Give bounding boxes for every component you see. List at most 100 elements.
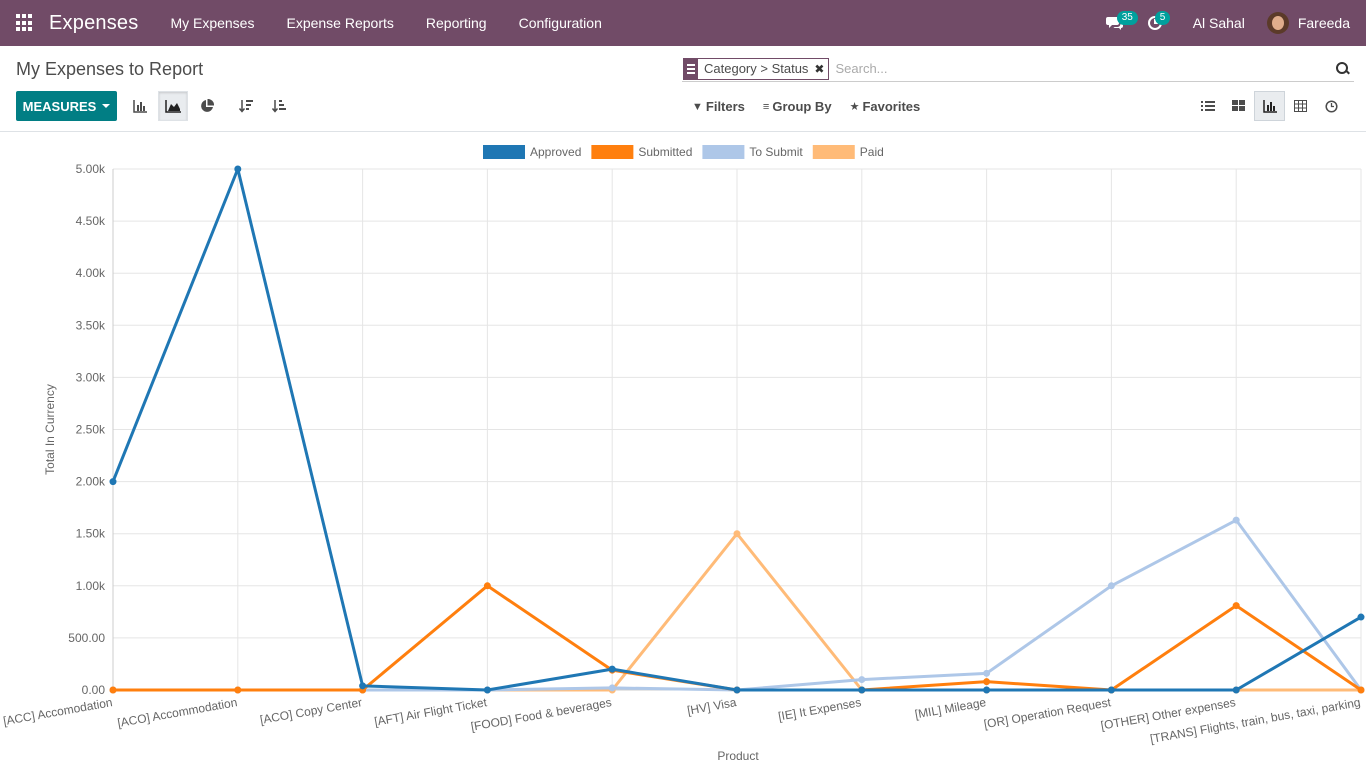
line-chart: 0.00 500.00 1.00k 1.50k 2.00k 2.50k 3.00k 3.50k… [2,145,1365,763]
data-point [983,678,991,686]
x-tick-label: [TRANS] Flights, train, bus, taxi, parki… [1149,695,1362,746]
activity-view-button[interactable] [1316,91,1347,121]
activities-button[interactable]: 5 [1135,0,1175,46]
x-tick-label: [OR] Operation Request [983,695,1113,731]
filter-icon: ▼ [692,100,703,113]
search-options: ▼ Filters ≡ Group By ★ Favorites [692,99,938,114]
data-point [983,686,991,694]
legend-swatch [483,145,525,159]
graph-view-button[interactable] [1254,91,1285,121]
y-tick-label: 1.00k [76,579,106,593]
y-tick-label: 3.50k [76,318,106,332]
facet-remove-icon[interactable]: ✖ [814,61,825,76]
menu-item-my-expenses[interactable]: My Expenses [170,15,255,31]
favorites-dropdown[interactable]: ★ Favorites [850,99,921,114]
data-point [733,686,741,694]
page-title: My Expenses to Report [16,59,204,79]
data-point [234,165,242,173]
bar-chart-icon [1262,99,1277,113]
list-icon [1200,101,1215,111]
bar-chart-button[interactable] [125,91,155,121]
group-by-label: Group By [772,99,832,114]
caret-down-icon [102,104,111,108]
data-point [109,686,117,694]
table-icon [1294,100,1307,112]
group-by-dropdown[interactable]: ≡ Group By [763,99,832,114]
x-tick-label: [ACC] Accomodation [2,695,113,728]
legend-swatch [591,145,634,159]
star-icon: ★ [849,101,860,113]
data-point [483,582,491,590]
search-input[interactable] [835,61,1316,76]
search-icon[interactable] [1336,61,1350,76]
apps-menu-icon[interactable] [16,14,34,32]
app-title[interactable]: Expenses [49,11,139,34]
data-point [1107,686,1115,694]
data-point [1357,686,1365,694]
filters-label: Filters [705,99,745,114]
y-tick-label: 4.00k [76,266,106,280]
legend-label: Approved [530,145,581,159]
avatar [1266,12,1289,34]
data-point [1357,613,1365,621]
y-tick-label: 1.50k [76,527,106,541]
sort-descending-icon [239,100,253,113]
line-chart-button[interactable] [158,91,188,121]
measures-button[interactable]: MEASURES [16,91,117,121]
kanban-icon [1232,100,1245,111]
filters-dropdown[interactable]: ▼ Filters [692,99,745,114]
clock-icon [1325,99,1338,113]
data-point [359,682,367,690]
data-point [234,686,242,694]
view-switcher [1192,91,1347,121]
pivot-view-button[interactable] [1285,91,1316,121]
top-navbar: Expenses My Expenses Expense Reports Rep… [0,0,1366,46]
data-point [733,530,741,538]
data-point [483,686,491,694]
company-switcher[interactable]: Al Sahal [1192,15,1245,31]
list-view-button[interactable] [1192,91,1223,121]
bar-chart-icon [133,99,147,113]
user-menu[interactable]: Fareeda [1266,12,1366,34]
legend-label: Paid [860,145,884,159]
messages-badge: 35 [1116,11,1138,25]
data-point [858,686,866,694]
legend-label: Submitted [638,145,692,159]
menu-item-configuration[interactable]: Configuration [518,15,602,31]
menu-item-reporting[interactable]: Reporting [425,15,487,31]
y-axis-label: Total In Currency [43,384,57,475]
y-tick-label: 5.00k [76,162,106,176]
data-point [608,665,616,673]
data-point [1232,516,1240,524]
y-tick-label: 2.00k [76,475,106,489]
control-panel: My Expenses to Report Category > Status … [0,46,1366,132]
data-point [983,669,991,677]
y-tick-label: 0.00 [82,683,106,697]
kanban-view-button[interactable] [1223,91,1254,121]
y-tick-label: 4.50k [76,214,106,228]
legend-swatch [812,145,855,159]
menu-item-expense-reports[interactable]: Expense Reports [286,15,394,31]
messages-button[interactable]: 35 [1095,0,1138,46]
sort-descending-button[interactable] [231,91,261,121]
data-point [109,478,117,486]
pie-chart-icon [201,99,214,112]
pie-chart-button[interactable] [192,91,222,121]
y-tick-label: 500.00 [68,631,105,645]
sort-ascending-button[interactable] [264,91,294,121]
x-axis-label: Product [717,749,759,763]
y-tick-label: 3.00k [76,370,106,384]
graph-view: 0.00 500.00 1.00k 1.50k 2.00k 2.50k 3.00k 3.50k… [0,132,1366,768]
group-by-icon [684,58,698,79]
search-facet-label: Category > Status [704,61,809,76]
measures-label: MEASURES [22,98,97,114]
legend-label: To Submit [749,145,803,159]
main-menu: My Expenses Expense Reports Reporting Co… [154,0,617,46]
data-point [1107,582,1115,590]
x-tick-label: [MIL] Mileage [914,695,988,721]
x-tick-label: [IE] It Expenses [777,695,862,723]
search-facet[interactable]: Category > Status ✖ [683,57,830,80]
x-tick-label: [HV] Visa [686,695,738,717]
data-point [608,684,616,692]
search-bar: Category > Status ✖ [682,56,1354,82]
